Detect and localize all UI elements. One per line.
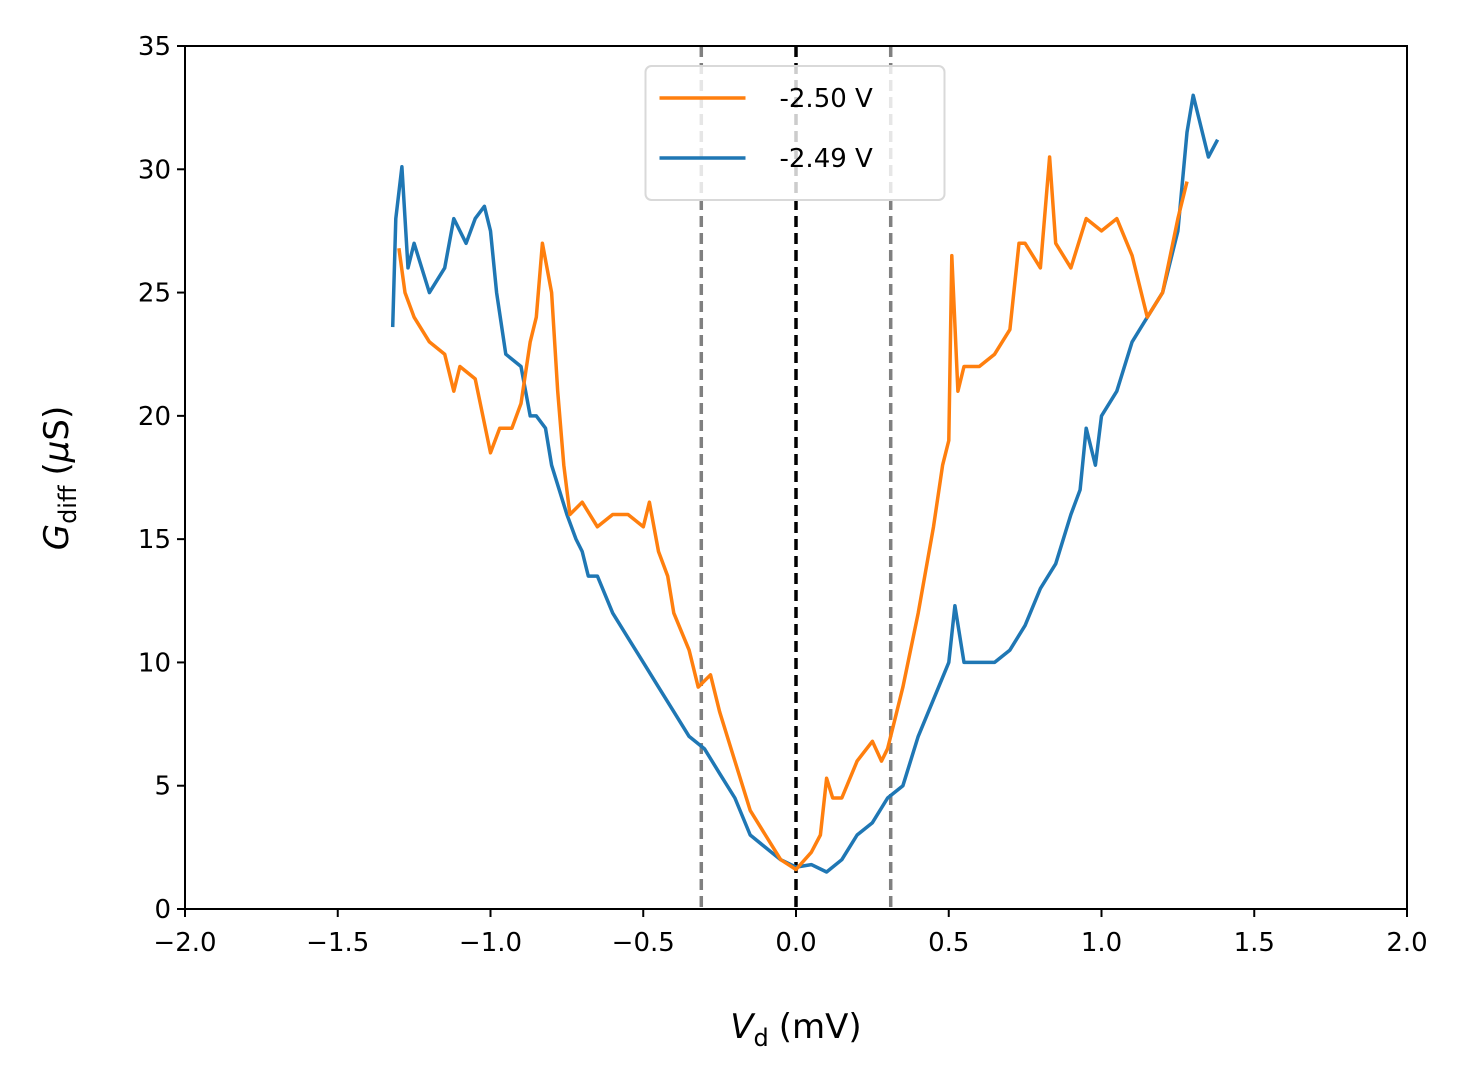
legend-label: -2.49 V — [780, 144, 874, 174]
y-tick-label: 10 — [138, 648, 171, 678]
x-tick-label: −1.5 — [306, 928, 369, 958]
legend-label: -2.50 V — [780, 84, 874, 114]
legend: -2.50 V -2.49 V — [644, 65, 946, 201]
x-tick-label: 2.0 — [1386, 928, 1427, 958]
x-tick-label: 0.0 — [775, 928, 816, 958]
y-tick-label: 25 — [138, 279, 171, 309]
y-tick-label: 15 — [138, 525, 171, 555]
y-tick-label: 30 — [138, 155, 171, 185]
y-tick-label: 35 — [138, 32, 171, 62]
x-tick-label: 0.5 — [928, 928, 969, 958]
x-tick-label: 1.5 — [1234, 928, 1275, 958]
x-axis-label: Vd (mV) — [730, 1007, 861, 1052]
x-tick-label: −1.0 — [459, 928, 522, 958]
x-tick-label: −0.5 — [612, 928, 675, 958]
y-axis-label: Gdiff(μS) — [37, 406, 82, 551]
y-tick-label: 5 — [154, 772, 171, 802]
data-line — [397, 155, 1189, 872]
data-line — [390, 93, 1220, 874]
x-tick-label: −2.0 — [153, 928, 216, 958]
y-tick-label: 20 — [138, 402, 171, 432]
y-tick-label: 0 — [154, 895, 171, 925]
x-tick-label: 1.0 — [1081, 928, 1122, 958]
